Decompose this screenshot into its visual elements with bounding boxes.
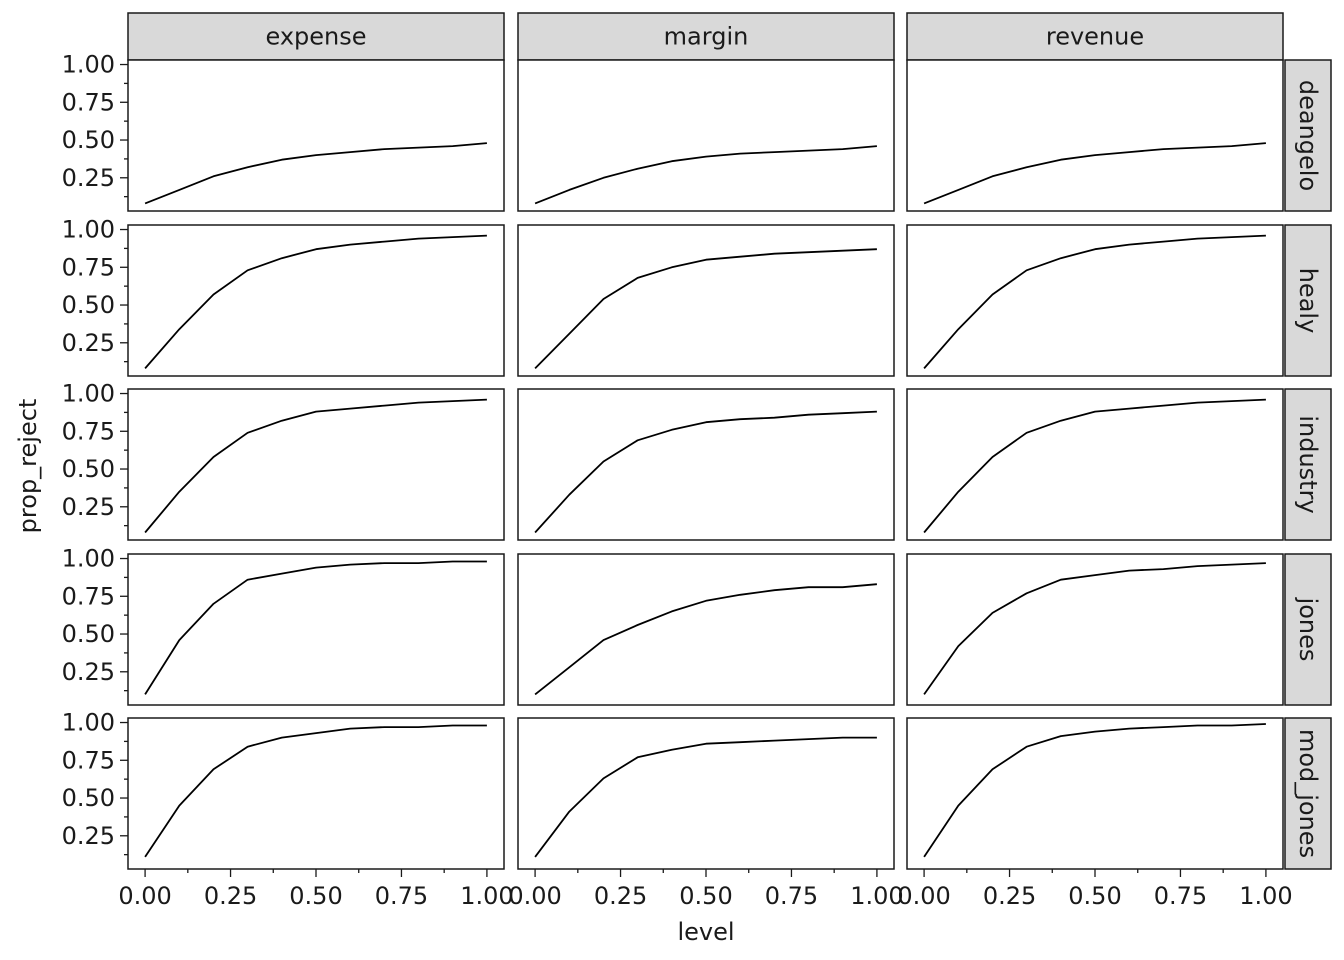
panel-healy-revenue xyxy=(906,224,1284,377)
x-tick-label: 0.50 xyxy=(289,882,342,910)
y-tick-label: 0.75 xyxy=(62,582,115,610)
panel-mod-jones-margin xyxy=(517,717,895,870)
x-tick-label: 0.00 xyxy=(897,882,950,910)
series-line-deangelo-expense xyxy=(144,142,487,205)
y-tick-label: 0.50 xyxy=(62,784,115,812)
panel-industry-margin xyxy=(517,388,895,541)
x-axis-title: level xyxy=(677,918,734,946)
row-strip-mod-jones xyxy=(1284,717,1332,870)
series-line-healy-expense xyxy=(144,234,487,369)
y-tick-label: 1.00 xyxy=(62,216,115,244)
x-tick-label: 1.00 xyxy=(460,882,513,910)
row-strip-label: industry xyxy=(1294,415,1322,513)
series-line-jones-margin xyxy=(534,583,877,696)
x-tick-label: 0.00 xyxy=(508,882,561,910)
row-strip-industry xyxy=(1284,388,1332,541)
x-tick-label: 0.50 xyxy=(679,882,732,910)
x-tick-label: 0.00 xyxy=(118,882,171,910)
y-tick-label: 0.50 xyxy=(62,126,115,154)
series-line-deangelo-revenue xyxy=(923,142,1266,205)
y-tick-label: 0.50 xyxy=(62,455,115,483)
panel-mod-jones-expense xyxy=(127,717,505,870)
x-tick-label: 0.25 xyxy=(204,882,257,910)
row-strip-label: mod_jones xyxy=(1294,729,1322,858)
y-tick-label: 0.50 xyxy=(62,620,115,648)
x-tick-label: 1.00 xyxy=(850,882,903,910)
y-tick-label: 0.25 xyxy=(62,658,115,686)
panel-mod-jones-revenue xyxy=(906,717,1284,870)
row-strip-label: healy xyxy=(1294,268,1322,334)
series-line-jones-revenue xyxy=(923,562,1266,695)
col-strip-revenue xyxy=(906,12,1284,61)
y-tick-label: 0.25 xyxy=(62,329,115,357)
y-tick-label: 1.00 xyxy=(62,51,115,79)
series-line-mod-jones-revenue xyxy=(923,723,1266,858)
y-axis-title: prop_reject xyxy=(14,399,42,534)
y-tick-label: 0.25 xyxy=(62,822,115,850)
y-tick-label: 0.50 xyxy=(62,291,115,319)
panel-jones-expense xyxy=(127,553,505,706)
series-line-industry-revenue xyxy=(923,398,1266,534)
x-tick-label: 0.25 xyxy=(983,882,1036,910)
series-line-healy-margin xyxy=(534,248,877,370)
row-strip-healy xyxy=(1284,224,1332,377)
x-tick-label: 0.75 xyxy=(765,882,818,910)
row-strip-label: jones xyxy=(1294,597,1322,662)
x-tick-label: 0.75 xyxy=(1154,882,1207,910)
panel-deangelo-revenue xyxy=(906,59,1284,212)
x-tick-label: 1.00 xyxy=(1239,882,1292,910)
row-strip-jones xyxy=(1284,553,1332,706)
series-line-industry-expense xyxy=(144,398,487,534)
panel-industry-revenue xyxy=(906,388,1284,541)
panel-industry-expense xyxy=(127,388,505,541)
series-line-mod-jones-expense xyxy=(144,724,487,858)
y-tick-label: 0.75 xyxy=(62,88,115,116)
panel-healy-expense xyxy=(127,224,505,377)
col-strip-margin xyxy=(517,12,895,61)
col-strip-label: revenue xyxy=(1046,23,1144,51)
panel-healy-margin xyxy=(517,224,895,377)
series-line-healy-revenue xyxy=(923,234,1266,369)
facet-panels: expense margin revenue deangelo healy industr… xyxy=(62,12,1332,910)
x-tick-label: 0.75 xyxy=(375,882,428,910)
y-tick-label: 0.25 xyxy=(62,493,115,521)
y-tick-label: 0.75 xyxy=(62,253,115,281)
col-strip-label: margin xyxy=(664,23,749,51)
series-line-mod-jones-margin xyxy=(534,736,877,858)
x-tick-label: 0.25 xyxy=(594,882,647,910)
col-strip-label: expense xyxy=(265,23,366,51)
y-tick-label: 0.75 xyxy=(62,417,115,445)
y-tick-label: 1.00 xyxy=(62,709,115,737)
panel-jones-margin xyxy=(517,553,895,706)
panel-jones-revenue xyxy=(906,553,1284,706)
y-tick-label: 1.00 xyxy=(62,380,115,408)
row-strip-deangelo xyxy=(1284,59,1332,212)
x-tick-label: 0.50 xyxy=(1068,882,1121,910)
series-line-jones-expense xyxy=(144,560,487,695)
y-tick-label: 0.25 xyxy=(62,164,115,192)
series-line-industry-margin xyxy=(534,410,877,534)
row-strip-label: deangelo xyxy=(1294,80,1322,191)
series-line-deangelo-margin xyxy=(534,145,877,205)
y-tick-label: 1.00 xyxy=(62,545,115,573)
col-strip-expense xyxy=(127,12,505,61)
y-tick-label: 0.75 xyxy=(62,746,115,774)
